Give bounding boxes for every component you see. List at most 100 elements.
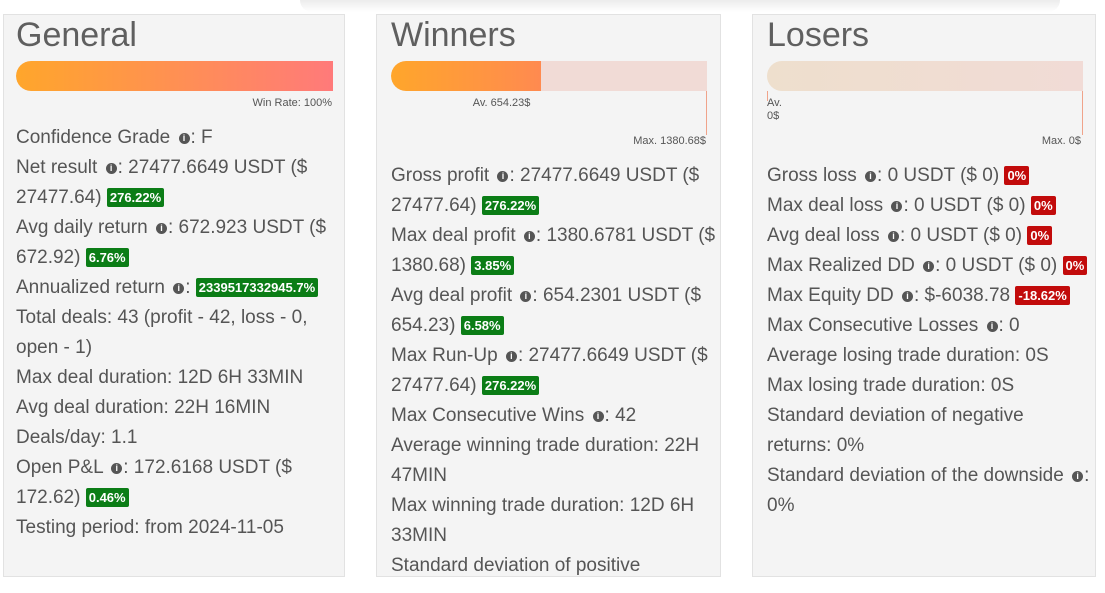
gross-loss-row: Gross loss i: 0 USDT ($ 0) 0% [767,161,1092,191]
losers-bar [767,61,1083,91]
max-consecutive-wins-row: Max Consecutive Wins i: 42 [391,401,716,431]
confidence-grade-label: Confidence Grade [16,127,171,148]
net-result-row: Net result i: 27477.6649 USDT ($ 27477.6… [16,153,341,213]
net-result-label: Net result [16,157,98,178]
info-icon[interactable]: i [891,201,903,212]
max-deal-profit-value: : 1380.6781 USDT ($ 1380.68) [391,225,716,276]
losers-avg-label-1: Av. [767,97,782,109]
max-equity-dd-label: Max Equity DD [767,285,894,306]
max-run-up-label: Max Run-Up [391,345,498,366]
deals-per-day: Deals/day: 1.1 [16,427,138,448]
win-rate-bar-fill [16,61,333,91]
max-losing-duration: Max losing trade duration: 0S [767,375,1015,396]
max-deal-loss-value: : 0 USDT ($ 0) [903,195,1026,216]
std-negative: Standard deviation of negative returns: … [767,405,1024,456]
info-icon[interactable]: i [105,163,117,174]
gross-profit-value: : 27477.6649 USDT ($ 27477.64) [391,165,700,216]
annualized-return-label: Annualized return [16,277,165,298]
info-icon[interactable]: i [901,291,913,302]
avg-deal-duration: Avg deal duration: 22H 16MIN [16,397,271,418]
info-icon[interactable]: i [178,133,190,144]
annualized-return-badge: 2339517332945.7% [195,278,319,297]
net-result-value: : 27477.6649 USDT ($ 27477.64) [16,157,308,208]
max-deal-loss-label: Max deal loss [767,195,884,216]
total-deals: Total deals: 43 (profit - 42, loss - 0, … [16,307,308,358]
winners-max-marker [706,91,707,135]
info-icon[interactable]: i [173,283,185,294]
confidence-grade-row: Confidence Grade i: F [16,123,341,153]
max-equity-dd-badge: -18.62% [1015,286,1070,305]
avg-daily-return-label: Avg daily return [16,217,148,238]
gross-profit-badge: 276.22% [481,196,540,215]
winners-avg-fill [391,61,541,91]
winners-bar [391,61,707,91]
avg-deal-loss-label: Avg deal loss [767,225,880,246]
info-icon[interactable]: i [523,231,535,242]
losers-title: Losers [767,16,870,54]
max-realized-dd-badge: 0% [1062,256,1088,275]
top-shadow [300,0,1060,12]
testing-period: Testing period: from 2024-11-05 [16,517,284,538]
general-stats: Confidence Grade i: F Net result i: 2747… [16,123,341,543]
winners-max-label: Max. 1380.68$ [633,135,706,147]
info-icon[interactable]: i [887,231,899,242]
open-pl-row: Open P&L i: 172.6168 USDT ($ 172.62) 0.4… [16,453,341,513]
info-icon[interactable]: i [986,321,998,332]
losers-panel: Losers Av. 0$ Max. 0$ Gross loss i: 0 US… [752,14,1096,577]
max-deal-profit-badge: 3.85% [471,256,515,275]
max-run-up-row: Max Run-Up i: 27477.6649 USDT ($ 27477.6… [391,341,716,401]
avg-daily-return-value: : 672.923 USDT ($ 672.92) [16,217,327,268]
info-icon[interactable]: i [923,261,935,272]
general-panel: General Win Rate: 100% Confidence Grade … [3,14,345,577]
info-icon[interactable]: i [1072,471,1084,482]
info-icon[interactable]: i [155,223,167,234]
max-deal-profit-row: Max deal profit i: 1380.6781 USDT ($ 138… [391,221,716,281]
win-rate-bar [16,61,333,91]
winners-stats: Gross profit i: 27477.6649 USDT ($ 27477… [391,161,716,576]
max-run-up-value: : 27477.6649 USDT ($ 27477.64) [391,345,708,396]
net-result-badge: 276.22% [106,188,165,207]
avg-losing-duration: Average losing trade duration: 0S [767,345,1049,366]
avg-deal-profit-value: : 654.2301 USDT ($ 654.23) [391,285,702,336]
std-downside-value: : 0% [767,465,1090,516]
avg-deal-profit-row: Avg deal profit i: 654.2301 USDT ($ 654.… [391,281,716,341]
losers-max-label: Max. 0$ [1041,135,1081,147]
open-pl-badge: 0.46% [85,488,129,507]
gross-loss-badge: 0% [1004,166,1030,185]
gross-loss-value: : 0 USDT ($ 0) [877,165,1000,186]
max-consecutive-losses-label: Max Consecutive Losses [767,315,979,336]
losers-avg-label-2: 0$ [767,110,780,122]
info-icon[interactable]: i [592,411,604,422]
open-pl-value: : 172.6168 USDT ($ 172.62) [16,457,292,508]
avg-winning-duration: Average winning trade duration: 22H 47MI… [391,435,700,486]
std-positive: Standard deviation of positive [391,555,641,576]
max-deal-loss-row: Max deal loss i: 0 USDT ($ 0) 0% [767,191,1092,221]
avg-deal-loss-badge: 0% [1027,226,1053,245]
max-realized-dd-row: Max Realized DD i: 0 USDT ($ 0) 0% [767,251,1092,281]
max-realized-dd-value: : 0 USDT ($ 0) [935,255,1058,276]
info-icon[interactable]: i [505,351,517,362]
std-downside-row: Standard deviation of the downside i: 0% [767,461,1092,521]
winners-avg-label: Av. 654.23$ [472,97,531,109]
max-winning-duration: Max winning trade duration: 12D 6H 33MIN [391,495,695,546]
avg-daily-return-badge: 6.76% [85,248,129,267]
info-icon[interactable]: i [865,171,877,182]
max-deal-duration: Max deal duration: 12D 6H 33MIN [16,367,304,388]
avg-deal-profit-badge: 6.58% [460,316,504,335]
win-rate-label: Win Rate: 100% [252,97,332,109]
general-title: General [16,16,137,54]
std-downside-label: Standard deviation of the downside [767,465,1064,486]
gross-loss-label: Gross loss [767,165,857,186]
losers-max-marker [1082,91,1083,135]
gross-profit-label: Gross profit [391,165,490,186]
info-icon[interactable]: i [520,291,532,302]
winners-panel: Winners Av. 654.23$ Max. 1380.68$ Gross … [376,14,721,577]
gross-profit-row: Gross profit i: 27477.6649 USDT ($ 27477… [391,161,716,221]
open-pl-label: Open P&L [16,457,103,478]
info-icon[interactable]: i [497,171,509,182]
max-equity-dd-value: : $-6038.78 [913,285,1011,306]
info-icon[interactable]: i [111,463,123,474]
losers-stats: Gross loss i: 0 USDT ($ 0) 0% Max deal l… [767,161,1092,521]
max-realized-dd-label: Max Realized DD [767,255,915,276]
max-run-up-badge: 276.22% [481,376,540,395]
